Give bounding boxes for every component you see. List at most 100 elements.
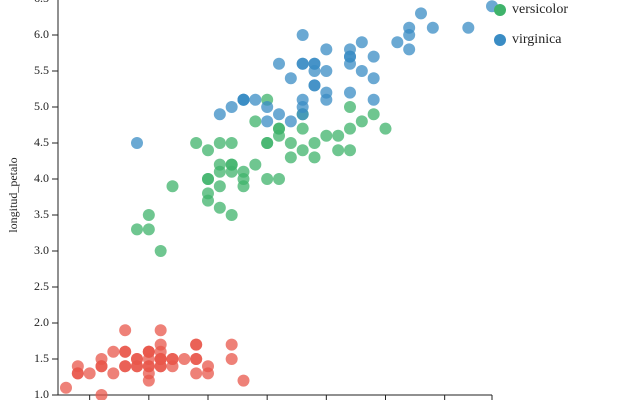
point (213, 201, 226, 214)
point (367, 108, 380, 121)
point (225, 165, 238, 178)
point (355, 36, 368, 49)
y-tick-label: 2.5 (34, 279, 49, 293)
point (131, 360, 143, 373)
y-tick-label: 5.0 (34, 99, 49, 113)
point (296, 57, 309, 70)
point (308, 79, 321, 92)
point (202, 367, 214, 380)
point (119, 345, 132, 358)
point (273, 108, 285, 121)
point (320, 43, 333, 56)
point (166, 180, 179, 193)
point (332, 144, 345, 157)
point (225, 338, 238, 351)
point (249, 115, 262, 128)
point (296, 144, 309, 157)
point (296, 122, 309, 135)
point (273, 173, 285, 185)
point (225, 137, 238, 149)
point (213, 137, 226, 149)
point (190, 338, 203, 351)
y-tick-label: 6.0 (34, 27, 49, 41)
point (202, 194, 214, 207)
point (261, 173, 274, 185)
point (154, 345, 167, 358)
point (296, 29, 309, 41)
point (190, 137, 203, 149)
point (107, 345, 120, 358)
legend-label: virginica (512, 32, 562, 47)
point (95, 360, 108, 373)
y-tick-label: 4.5 (34, 135, 49, 149)
point (415, 7, 427, 20)
point (367, 93, 380, 106)
point (131, 223, 143, 236)
point (367, 50, 380, 63)
point (344, 122, 356, 135)
point (261, 101, 274, 113)
point (83, 367, 96, 380)
point (202, 173, 214, 185)
point (249, 158, 262, 171)
point (320, 129, 333, 142)
point (237, 173, 250, 185)
point (403, 29, 416, 41)
y-tick-label: 3.0 (34, 243, 49, 257)
point (403, 43, 416, 56)
point (237, 93, 250, 106)
point (190, 353, 203, 365)
point (284, 115, 297, 128)
y-tick-label: 5.5 (34, 63, 49, 77)
point (367, 72, 380, 85)
point (261, 115, 274, 128)
point (202, 144, 214, 157)
point (308, 151, 321, 164)
point (142, 223, 155, 236)
point (426, 21, 439, 34)
y-tick-label: 2.0 (34, 315, 49, 329)
y-tick-label: 1.5 (34, 351, 49, 365)
point (284, 151, 297, 164)
point (60, 381, 72, 394)
y-tick-label: 4.0 (34, 171, 49, 185)
point (142, 345, 155, 358)
points (60, 0, 498, 400)
point (154, 245, 167, 257)
point (213, 108, 226, 121)
point (273, 57, 285, 70)
y-tick-label: 6.5 (34, 0, 49, 5)
point (225, 209, 238, 221)
point (308, 65, 321, 77)
point (344, 101, 356, 113)
point (273, 129, 285, 142)
y-tick-label: 1.0 (34, 387, 49, 400)
point (225, 101, 238, 113)
point (355, 65, 368, 77)
point (131, 137, 143, 149)
point (95, 389, 108, 400)
legend-swatch (494, 4, 506, 16)
point (190, 367, 203, 380)
point (213, 158, 226, 171)
point (142, 209, 155, 221)
legend-swatch (494, 34, 506, 46)
point (213, 180, 226, 193)
point (320, 65, 333, 77)
point (154, 324, 167, 337)
point (379, 122, 392, 135)
point (296, 101, 309, 113)
point (332, 129, 345, 142)
point (284, 72, 297, 85)
point (344, 144, 356, 157)
point (249, 93, 262, 106)
point (119, 360, 132, 373)
point (225, 353, 238, 365)
point (284, 137, 297, 149)
point (344, 50, 356, 63)
point (142, 360, 155, 373)
y-axis-label: longitud_petalo (6, 157, 20, 232)
point (237, 374, 250, 387)
